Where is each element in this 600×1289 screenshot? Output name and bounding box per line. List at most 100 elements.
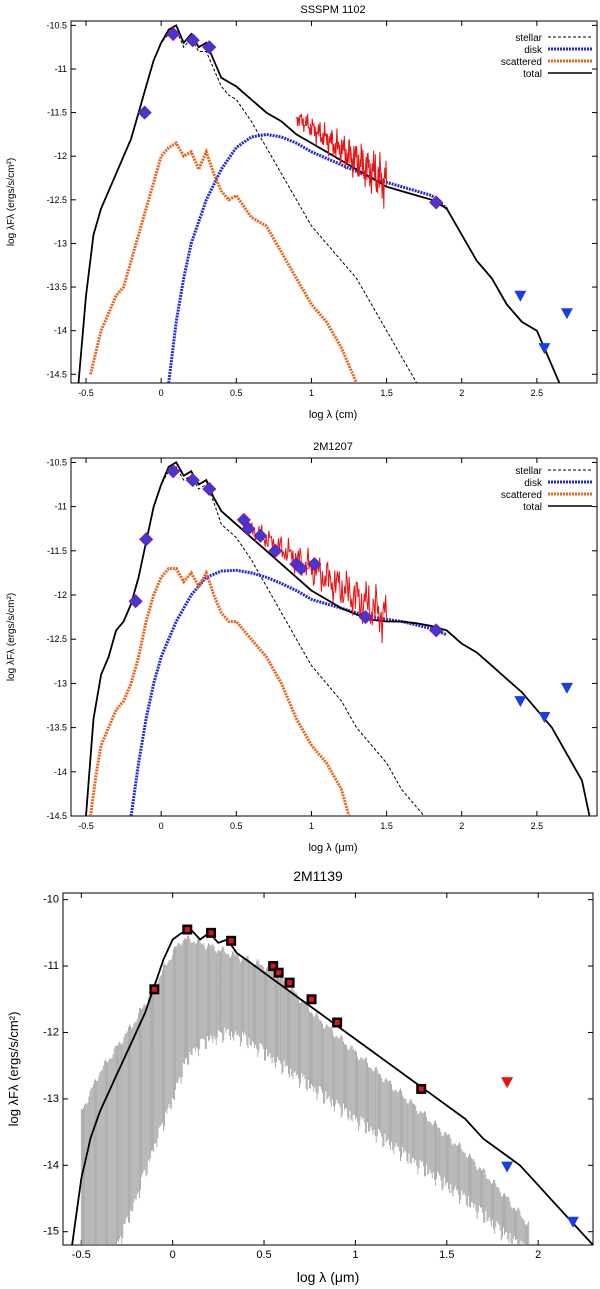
- xtick-label: 2.5: [531, 388, 544, 398]
- panel3-yaxis: -10 -11 -12 -13 -14 -15: [43, 894, 593, 1238]
- panel3-ylabel: log λFλ (ergs/s/cm²): [6, 1012, 21, 1127]
- legend1-total-label: total: [523, 69, 542, 80]
- series-scattered: [89, 567, 351, 816]
- xtick-label: 1: [309, 388, 314, 398]
- ytick-label: -12: [43, 1026, 59, 1038]
- panel1-title: SSSPM 1102: [300, 4, 365, 16]
- panel3-xlabel: log λ (μm): [297, 1269, 360, 1285]
- panel1-xaxis: -0.5 0 0.5 1 1.5 2 2.5: [78, 21, 543, 398]
- photometry-point: [429, 623, 444, 638]
- panel1-ylabel: log λFλ (ergs/s/cm²): [6, 158, 17, 246]
- photometry-point-core: [228, 938, 234, 944]
- panel3-title: 2M1139: [293, 868, 343, 884]
- series-total: [71, 928, 593, 1245]
- series-scattered: [89, 141, 358, 383]
- panel-sssppm1102: SSSPM 1102 -10.5 -11 -11.5 -12 -12.5 -13 -13.5…: [6, 4, 598, 421]
- xtick-label: 0: [170, 1249, 176, 1261]
- photometry-point-core: [208, 930, 214, 936]
- panel1-plot-area: [77, 24, 573, 383]
- series-disk: [167, 132, 448, 383]
- xtick-label: 1.5: [439, 1249, 454, 1261]
- ytick-label: -10: [43, 894, 59, 906]
- legend1-disk-label: disk: [524, 45, 543, 56]
- photometry-point: [139, 532, 154, 547]
- ytick-label: -13: [54, 238, 67, 248]
- upper-limit-marker: [560, 308, 573, 320]
- xtick-label: -0.5: [78, 821, 94, 831]
- ytick-label: -11: [55, 64, 67, 74]
- legend2-disk-label: disk: [524, 478, 543, 489]
- legend2-total-label: total: [523, 502, 542, 513]
- photometry-point: [137, 105, 152, 120]
- photometry-point: [166, 464, 181, 479]
- series-spectrum: [295, 113, 388, 209]
- xtick-label: 1: [309, 821, 314, 831]
- upper-limit-marker: [560, 682, 573, 694]
- photometry-point: [241, 521, 256, 536]
- ytick-label: -14.5: [46, 369, 67, 379]
- photometry-point: [358, 610, 373, 625]
- photometry-point-core: [276, 970, 282, 976]
- photometry-point: [202, 40, 217, 55]
- xtick-label: 1: [352, 1249, 358, 1261]
- photometry-point-core: [151, 986, 157, 992]
- photometry-point: [307, 557, 322, 572]
- panel-2m1207: 2M1207 -10.5-11-11.5-12-12.5-13-13.5-14-…: [6, 441, 598, 854]
- panel2-yaxis: -10.5 -11 -11.5 -12 -12.5 -13 -13.5 -14 -14.5: [46, 457, 597, 821]
- panel1-frame: [70, 20, 598, 384]
- panel2-xaxis: -0.5 0 0.5 1 1.5 2 2.5: [78, 458, 543, 831]
- series-stellar: [85, 466, 425, 816]
- ytick-label: -13.5: [46, 282, 67, 292]
- panel1-yaxis: -10.5 -11 -11.5 -12 -12.5 -13 -13.5 -14 -14.5: [46, 20, 597, 379]
- panel-2m1139: 2M1139 -10-11-12-13-14-15 -0.5 0 0.5 1 1.5 2 …: [6, 868, 594, 1285]
- series-spectrum: [243, 521, 388, 644]
- panel2-legend: stellar disk scattered total: [501, 466, 592, 513]
- series-total: [77, 24, 561, 383]
- xtick-label: 0.5: [230, 821, 243, 831]
- photometry-point: [253, 528, 268, 543]
- photometry-point: [293, 561, 308, 576]
- photometry-point: [236, 512, 251, 527]
- xtick-label: 2.5: [531, 821, 544, 831]
- ytick-label: -15: [43, 1226, 59, 1238]
- xtick-label: 1.5: [380, 821, 393, 831]
- ytick-label: -10.5: [46, 20, 67, 30]
- xtick-label: 0: [159, 388, 164, 398]
- xtick-label: -0.5: [72, 1249, 91, 1261]
- photometry-point: [185, 33, 200, 48]
- series-model-grey: [80, 935, 530, 1245]
- ytick-label: -10.5: [46, 457, 67, 467]
- legend2-stellar-label: stellar: [515, 466, 542, 477]
- xtick-label: 0.5: [256, 1249, 271, 1261]
- ytick-label: -12: [54, 590, 67, 600]
- photometry-point-core: [184, 927, 190, 933]
- panel2-ylabel: log λFλ (ergs/s/cm²): [6, 593, 17, 681]
- ytick-label: -14: [54, 767, 67, 777]
- photometry-point: [128, 594, 143, 609]
- series-total: [85, 461, 591, 816]
- photometry-point: [166, 27, 181, 42]
- legend2-scattered-label: scattered: [501, 490, 542, 501]
- photometry-point-core: [334, 1020, 340, 1026]
- panel1-xlabel: log λ (cm): [309, 409, 357, 421]
- ytick-label: -11.5: [47, 546, 67, 556]
- legend1-scattered-label: scattered: [501, 57, 542, 68]
- ytick-label: -12.5: [46, 634, 67, 644]
- ytick-label: -13: [54, 678, 67, 688]
- xtick-label: 2: [459, 388, 464, 398]
- ytick-label: -14.5: [46, 811, 67, 821]
- upper-limit-marker: [514, 290, 527, 302]
- xtick-label: -0.5: [78, 388, 94, 398]
- upper-limit-marker: [501, 1161, 514, 1173]
- ytick-label: -12.5: [46, 195, 67, 205]
- xtick-label: 0: [159, 821, 164, 831]
- series-stellar: [78, 28, 425, 383]
- panel2-xlabel: log λ (μm): [308, 842, 357, 854]
- ytick-label: -14: [43, 1159, 59, 1171]
- photometry-point-core: [309, 996, 315, 1002]
- panel3-plot-area: [71, 924, 593, 1245]
- xtick-label: 1.5: [380, 388, 393, 398]
- panel3-frame: [62, 892, 594, 1246]
- ytick-label: -13.5: [46, 723, 67, 733]
